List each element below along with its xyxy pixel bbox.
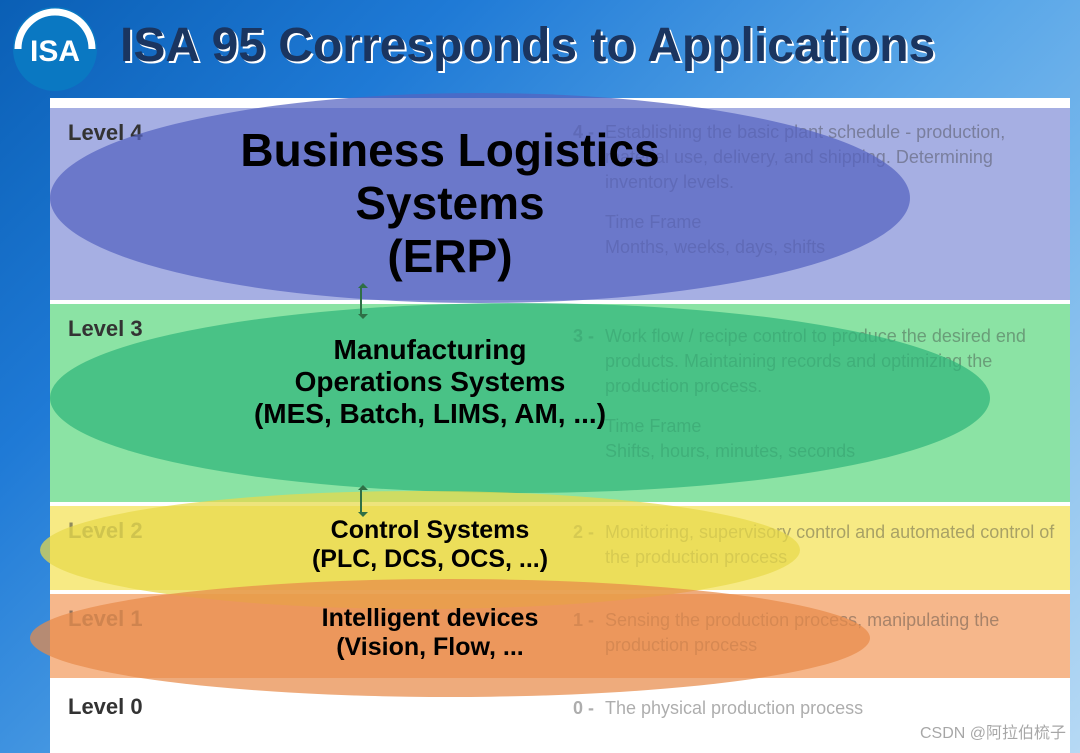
- application-title-l4: Business LogisticsSystems(ERP): [170, 124, 730, 283]
- slide-title: ISA 95 Corresponds to Applications: [120, 18, 935, 73]
- application-title-l1: Intelligent devices(Vision, Flow, ...: [230, 604, 630, 662]
- connector-arrow-0: [360, 286, 362, 316]
- application-title-l2: Control Systems(PLC, DCS, OCS, ...): [230, 516, 630, 574]
- level-label-l3: Level 3: [68, 316, 143, 342]
- diagram-area: Level 44 -Establishing the basic plant s…: [50, 98, 1070, 753]
- application-title-l3: ManufacturingOperations Systems(MES, Bat…: [210, 334, 650, 431]
- slide: ISA ISA 95 Corresponds to Applications L…: [0, 0, 1080, 753]
- isa-logo: ISA: [10, 4, 100, 99]
- watermark: CSDN @阿拉伯梳子: [920, 719, 1066, 743]
- connector-arrow-1: [360, 488, 362, 514]
- level-description-l0: 0 -The physical production process: [605, 696, 1058, 721]
- level-label-l0: Level 0: [68, 694, 143, 720]
- svg-text:ISA: ISA: [30, 35, 80, 68]
